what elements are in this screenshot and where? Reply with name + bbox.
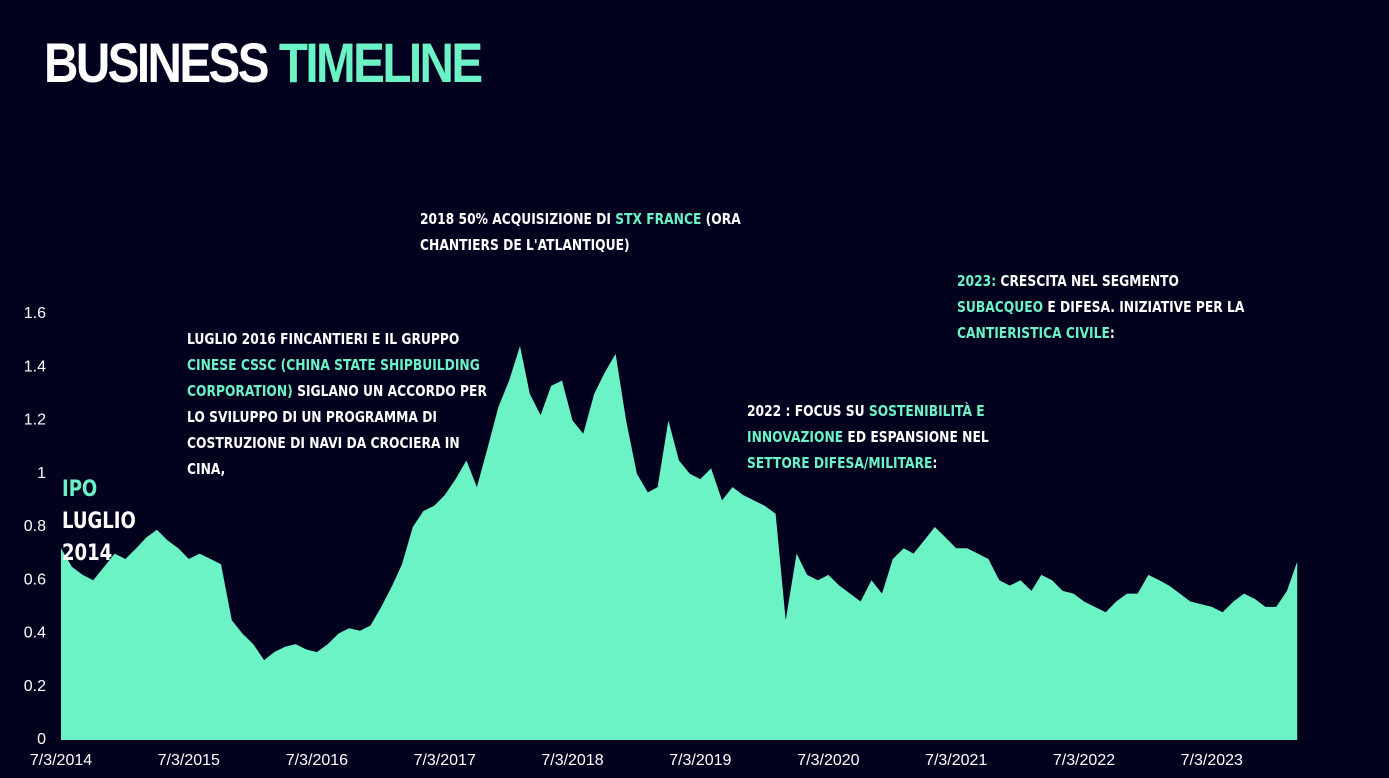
text-run: IPO xyxy=(62,477,98,502)
text-run: 2023: xyxy=(957,272,997,290)
text-run: BUSINESS xyxy=(44,31,270,94)
annotation: IPO LUGLIO 2014 xyxy=(62,474,169,570)
y-tick-label: 0.6 xyxy=(24,571,46,588)
text-run: SETTORE DIFESA/MILITARE xyxy=(747,454,933,472)
text-run: E DIFESA. INIZIATIVE PER LA xyxy=(1043,298,1245,316)
y-tick-label: 1.4 xyxy=(24,358,46,375)
x-tick-label: 7/3/2019 xyxy=(669,752,731,769)
text-run: : xyxy=(932,454,938,472)
x-tick-label: 7/3/2022 xyxy=(1053,752,1115,769)
area xyxy=(61,346,1298,740)
text-run: TIMELINE xyxy=(278,31,483,94)
annotation: LUGLIO 2016 FINCANTIERI E IL GRUPPO CINE… xyxy=(187,326,499,482)
y-tick-label: 0 xyxy=(37,731,46,748)
y-tick-label: 1 xyxy=(37,465,46,482)
text-run: CINESE CSSC (CHINA STATE SHIPBUILDING CO… xyxy=(187,356,480,400)
text-run: : xyxy=(1109,324,1115,342)
x-tick-label: 7/3/2018 xyxy=(541,752,603,769)
text-run: 2022 : FOCUS SU xyxy=(747,402,869,420)
y-tick-label: 1.6 xyxy=(24,305,46,322)
slide-title: BUSINESS TIMELINE xyxy=(44,30,483,95)
x-tick-label: 7/3/2014 xyxy=(30,752,92,769)
text-run: LUGLIO 2014 xyxy=(62,509,136,566)
y-tick-label: 0.4 xyxy=(24,625,46,642)
x-tick-label: 7/3/2017 xyxy=(414,752,476,769)
annotation: 2018 50% ACQUISIZIONE DI STX FRANCE (ORA… xyxy=(420,206,756,258)
x-tick-label: 7/3/2015 xyxy=(158,752,220,769)
x-tick-label: 7/3/2023 xyxy=(1181,752,1243,769)
text-run: ED ESPANSIONE NEL xyxy=(843,428,989,446)
text-run: CRESCITA NEL SEGMENTO xyxy=(996,272,1180,290)
text-run: (ORA CHANTIERS DE L'ATLANTIQUE) xyxy=(420,210,741,254)
text-run: STX FRANCE xyxy=(615,210,702,228)
annotation: 2022 : FOCUS SU SOSTENIBILITÀ E INNOVAZI… xyxy=(747,398,997,476)
y-tick-label: 0.2 xyxy=(24,678,46,695)
x-tick-label: 7/3/2021 xyxy=(925,752,987,769)
y-tick-label: 0.8 xyxy=(24,518,46,535)
x-tick-label: 7/3/2016 xyxy=(286,752,348,769)
text-run: SIGLANO UN ACCORDO PER LO SVILUPPO DI UN… xyxy=(187,382,487,478)
text-run: 2018 50% ACQUISIZIONE DI xyxy=(420,210,616,228)
text-run: CANTIERISTICA CIVILE xyxy=(957,324,1110,342)
text-run: LUGLIO 2016 FINCANTIERI E IL GRUPPO xyxy=(187,330,460,348)
annotation: 2023: CRESCITA NEL SEGMENTO SUBACQUEO E … xyxy=(957,268,1260,346)
y-tick-label: 1.2 xyxy=(24,412,46,429)
x-tick-label: 7/3/2020 xyxy=(797,752,859,769)
text-run: SOSTENIBILITÀ E INNOVAZIONE xyxy=(747,402,985,446)
text-run: SUBACQUEO xyxy=(957,298,1044,316)
